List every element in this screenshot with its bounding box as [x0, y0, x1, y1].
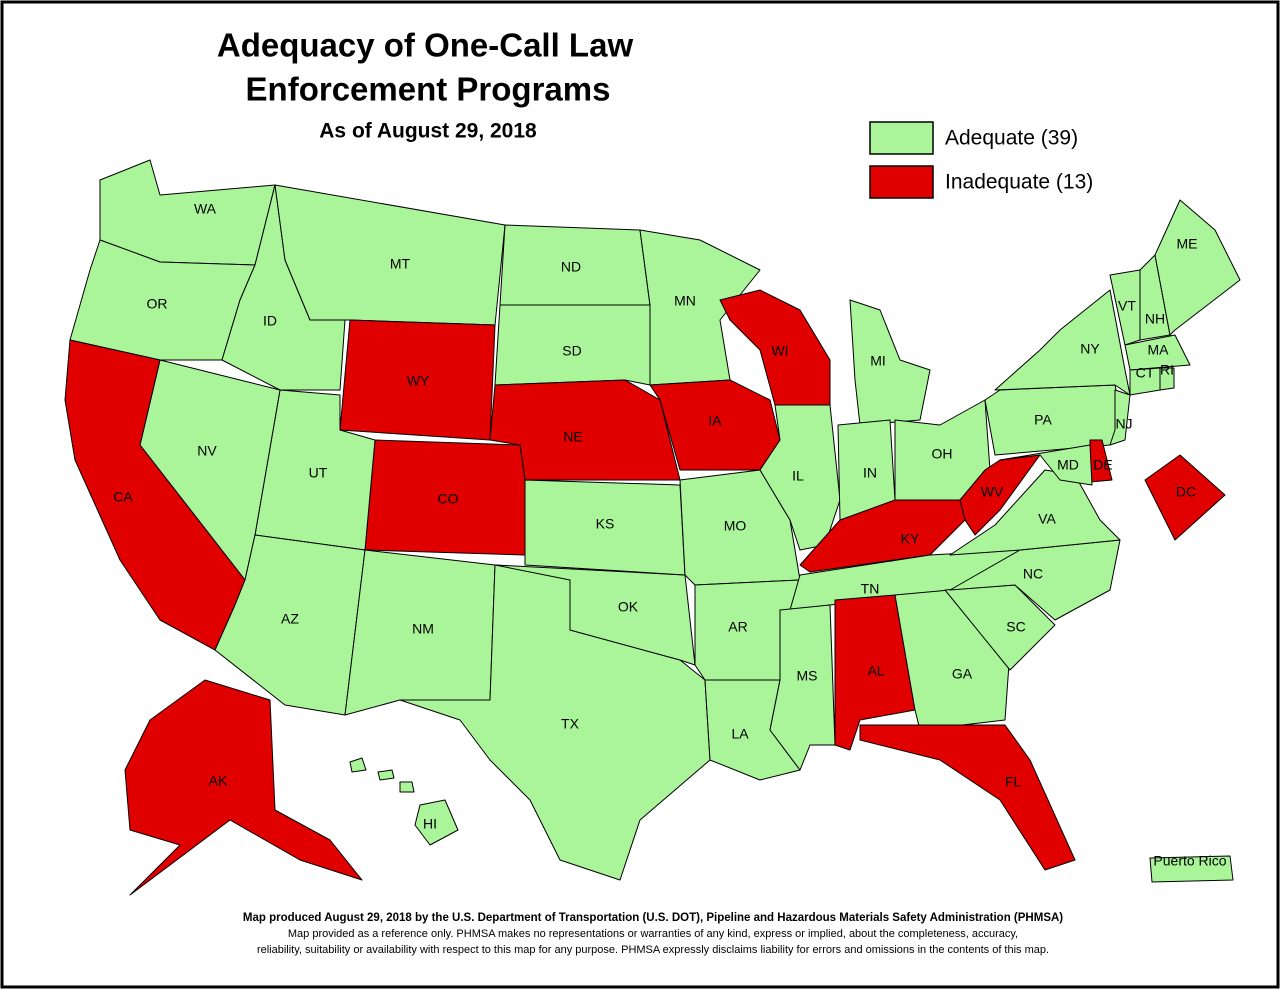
states: WA OR ID MT ND SD WY NE CO UT NV CA AZ NM TX OK KS MN IA MO…: [64, 159, 1241, 896]
state-label: NY: [1080, 341, 1100, 357]
state-shape: [494, 304, 651, 386]
state-label: MO: [724, 518, 747, 534]
state-label: KS: [596, 516, 615, 532]
state-shape: [1159, 367, 1175, 391]
state-label: NM: [412, 621, 434, 637]
state-shape: [959, 454, 1041, 536]
legend-label: Inadequate (13): [945, 171, 1093, 194]
state-label: CO: [438, 491, 459, 507]
state-shape: [1124, 334, 1191, 371]
state-label: NJ: [1115, 416, 1132, 432]
subtitle: As of August 29, 2018: [319, 120, 537, 143]
state-label: AR: [728, 619, 747, 635]
state-shape: [377, 769, 395, 781]
state-label: AK: [209, 773, 228, 789]
state-label: IN: [863, 465, 877, 481]
state-label: ID: [263, 313, 277, 329]
state-shape: [949, 469, 1121, 556]
state-shape: [1109, 389, 1131, 446]
state-shape: [859, 724, 1076, 871]
state-label: DC: [1176, 484, 1196, 500]
state-label: WV: [981, 484, 1004, 500]
state-label: TN: [861, 581, 880, 597]
legend: Adequate (39) Inadequate (13): [869, 121, 1093, 199]
state-shape: [489, 379, 681, 481]
state-label: NH: [1145, 311, 1165, 327]
state-label: SD: [562, 343, 581, 359]
state-shape: [999, 444, 1093, 486]
state-label: DE: [1093, 457, 1112, 473]
title-line: Enforcement Programs: [246, 71, 611, 108]
state-label: GA: [952, 666, 973, 682]
state-label: TX: [561, 716, 580, 732]
state-label: MN: [674, 293, 696, 309]
state-label: AZ: [281, 611, 299, 627]
state-label: OH: [932, 446, 953, 462]
state-label: Puerto Rico: [1153, 853, 1226, 869]
state-label: NE: [563, 429, 582, 445]
state-shape: [994, 289, 1131, 396]
state-label: CT: [1136, 365, 1155, 381]
state-label: OK: [618, 599, 639, 615]
state-label: UT: [309, 465, 328, 481]
state-label: WA: [194, 201, 217, 217]
footer-line: Map provided as a reference only. PHMSA …: [288, 928, 1018, 940]
state-label: ME: [1177, 236, 1198, 252]
state-label: MS: [797, 668, 818, 684]
state-label: WY: [407, 373, 430, 389]
state-label: FL: [1005, 774, 1022, 790]
state-label: KY: [901, 531, 920, 547]
state-label: AL: [867, 663, 884, 679]
legend-swatch: [869, 165, 934, 199]
state-label: HI: [423, 816, 437, 832]
state-label: VT: [1118, 298, 1136, 314]
state-label: LA: [731, 726, 749, 742]
state-label: MA: [1148, 342, 1170, 358]
state-label: IL: [792, 468, 804, 484]
state-label: IA: [708, 413, 722, 429]
state-shape: [759, 404, 841, 551]
state-shape: [399, 781, 415, 793]
state-shape: [1144, 454, 1226, 541]
state-shape: [124, 679, 363, 896]
state-shape: [1149, 855, 1234, 883]
legend-swatch: [869, 121, 934, 155]
state-label: SC: [1006, 619, 1025, 635]
state-label: VA: [1038, 511, 1056, 527]
footer-line: reliability, suitability or availability…: [257, 944, 1049, 956]
title-line: Adequacy of One-Call Law: [217, 27, 634, 64]
state-label: PA: [1034, 412, 1052, 428]
state-label: CA: [113, 489, 133, 505]
state-label: MD: [1057, 457, 1079, 473]
state-label: MT: [390, 256, 411, 272]
state-shape: [984, 384, 1126, 456]
state-label: RI: [1160, 362, 1174, 378]
state-shape: [849, 299, 931, 426]
state-label: WI: [771, 343, 788, 359]
state-shape: [414, 799, 459, 846]
state-shape: [1154, 199, 1241, 336]
state-label: ND: [561, 259, 581, 275]
state-shape: [639, 229, 761, 386]
state-label: OR: [147, 296, 168, 312]
state-label: NV: [197, 443, 217, 459]
state-shape: [769, 604, 836, 771]
footer-line: Map produced August 29, 2018 by the U.S.…: [243, 912, 1063, 924]
state-shape: [349, 757, 367, 773]
legend-label: Adequate (39): [945, 127, 1078, 150]
state-label: NC: [1023, 566, 1043, 582]
state-label: MI: [870, 353, 886, 369]
